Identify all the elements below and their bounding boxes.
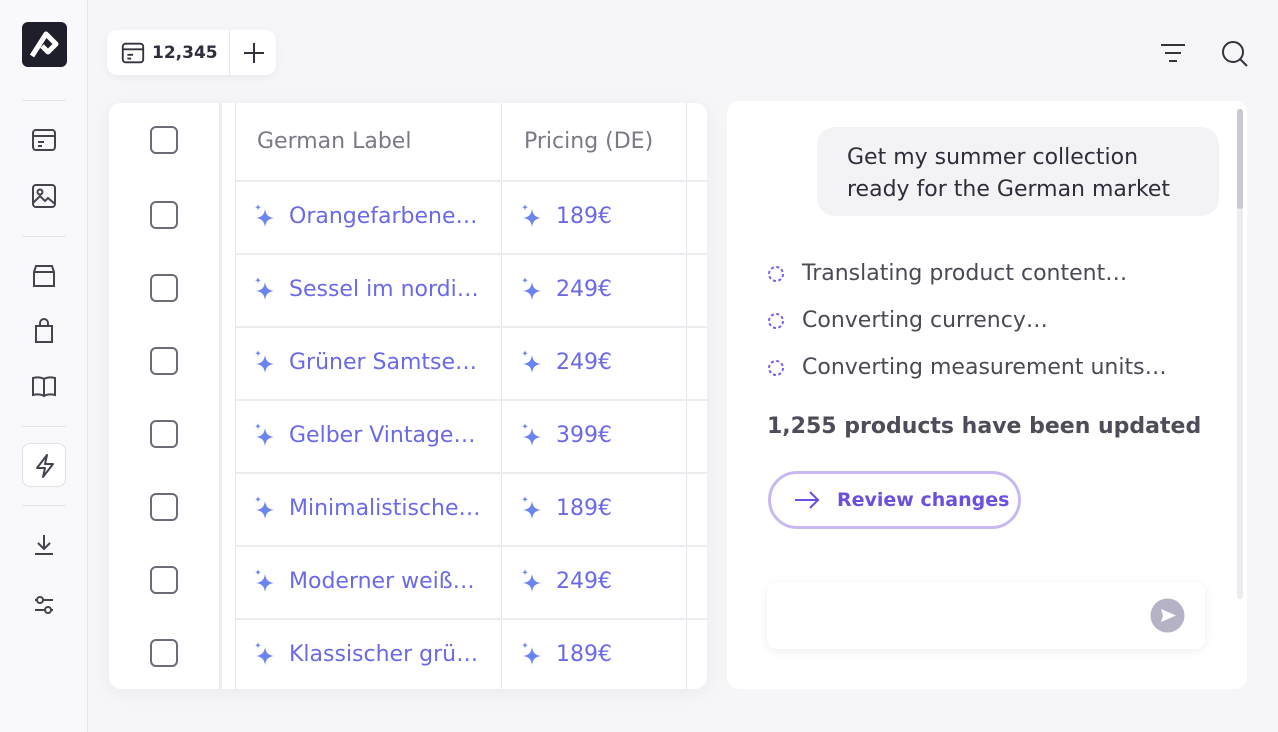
store-icon[interactable] <box>30 262 58 290</box>
column-line <box>686 103 687 689</box>
logo[interactable] <box>22 22 67 67</box>
step-text: Translating product content… <box>802 261 1128 286</box>
add-button[interactable] <box>242 41 266 65</box>
checkbox[interactable] <box>150 493 178 521</box>
checkbox[interactable] <box>150 347 178 375</box>
price: 249€ <box>556 350 612 375</box>
price-cell: 189€ <box>520 618 612 689</box>
price: 189€ <box>556 204 612 229</box>
settings-icon[interactable] <box>30 591 58 619</box>
automation-button[interactable] <box>22 443 66 487</box>
row-line <box>235 399 707 401</box>
checkbox[interactable] <box>150 420 178 448</box>
price: 399€ <box>556 423 612 448</box>
label: Gelber Vintage… <box>289 423 476 448</box>
column-line <box>501 103 502 689</box>
product-table: German Label Pricing (DE) Orangefarbene… 18… <box>109 103 707 689</box>
column-line <box>235 103 236 689</box>
column-header: Pricing (DE) <box>524 129 654 154</box>
price-cell: 189€ <box>520 180 612 253</box>
checkbox[interactable] <box>150 201 178 229</box>
column-header: German Label <box>257 129 412 154</box>
label: Moderner weiß… <box>289 569 475 594</box>
label: Klassischer grü… <box>289 642 479 667</box>
review-label: Review changes <box>837 489 1010 511</box>
checkbox[interactable] <box>150 274 178 302</box>
label-cell: Gelber Vintage… <box>253 399 475 472</box>
price: 189€ <box>556 642 612 667</box>
status-step: Converting measurement units… <box>767 355 1167 380</box>
label-cell: Minimalistische… <box>253 472 481 545</box>
sidebar <box>0 0 88 732</box>
price-cell: 189€ <box>520 472 612 545</box>
label-cell: Klassischer grü… <box>253 618 478 689</box>
catalog-icon[interactable] <box>30 126 58 154</box>
search-icon[interactable] <box>1220 39 1250 69</box>
row-line <box>235 545 707 547</box>
checkbox[interactable] <box>150 126 178 154</box>
price: 249€ <box>556 569 612 594</box>
count-pill: 12,345 <box>107 30 276 75</box>
download-icon[interactable] <box>30 531 58 559</box>
price-cell: 249€ <box>520 545 612 618</box>
column-divider <box>219 103 222 689</box>
row-line <box>235 472 707 474</box>
filter-icon[interactable] <box>1160 41 1186 65</box>
chat-input[interactable] <box>767 582 1205 649</box>
send-button[interactable] <box>1150 598 1185 633</box>
status-step: Translating product content… <box>767 261 1127 286</box>
label-cell: Orangefarbene… <box>253 180 478 253</box>
bag-icon[interactable] <box>30 317 58 345</box>
catalog-icon <box>121 42 145 63</box>
row-line <box>235 618 707 620</box>
price: 189€ <box>556 496 612 521</box>
price-cell: 399€ <box>520 399 612 472</box>
price: 249€ <box>556 277 612 302</box>
image-icon[interactable] <box>30 182 58 210</box>
row-line <box>235 180 707 182</box>
assistant-panel: Get my summer collection ready for the G… <box>727 101 1247 689</box>
row-line <box>235 253 707 255</box>
price-cell: 249€ <box>520 253 612 326</box>
row-line <box>235 326 707 328</box>
step-text: Converting measurement units… <box>802 355 1167 380</box>
status-step: Converting currency… <box>767 308 1048 333</box>
label: Minimalistische… <box>289 496 481 521</box>
user-message: Get my summer collection ready for the G… <box>817 127 1219 216</box>
label-cell: Moderner weiß… <box>253 545 475 618</box>
book-icon[interactable] <box>30 372 58 400</box>
label: Sessel im nordi… <box>289 277 479 302</box>
step-text: Converting currency… <box>802 308 1048 333</box>
label: Orangefarbene… <box>289 204 478 229</box>
label-cell: Sessel im nordi… <box>253 253 479 326</box>
product-count: 12,345 <box>152 42 218 63</box>
checkbox[interactable] <box>150 566 178 594</box>
summary: 1,255 products have been updated <box>767 414 1202 439</box>
label: Grüner Samtse… <box>289 350 478 375</box>
label-cell: Grüner Samtse… <box>253 326 477 399</box>
price-cell: 249€ <box>520 326 612 399</box>
scrollbar <box>1237 109 1243 599</box>
checkbox[interactable] <box>150 639 178 667</box>
review-button[interactable]: Review changes <box>768 471 1021 529</box>
